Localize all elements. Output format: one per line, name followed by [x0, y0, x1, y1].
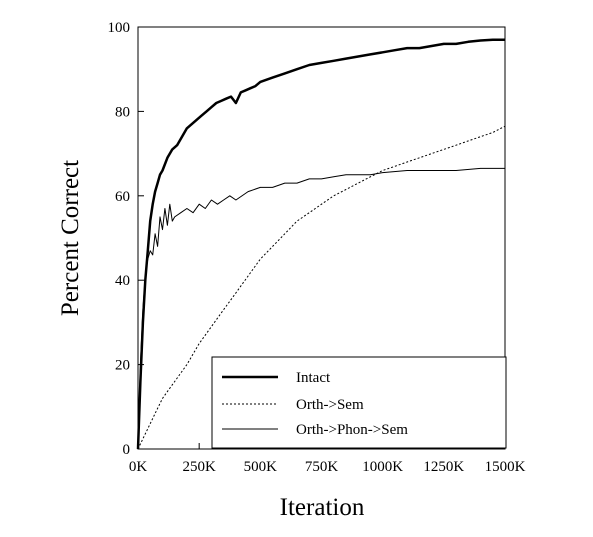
x-tick-label: 1500K: [485, 459, 526, 475]
legend-label-orth-phon-sem: Orth->Phon->Sem: [296, 422, 408, 438]
y-axis-title: Percent Correct: [57, 160, 84, 316]
x-tick-label: 250K: [182, 459, 216, 475]
y-tick-label: 0: [123, 442, 131, 458]
x-tick-label: 750K: [305, 459, 339, 475]
legend-label-intact: Intact: [296, 370, 331, 386]
x-axis-title: Iteration: [280, 494, 365, 521]
legend-box: [211, 356, 507, 449]
plot-frame: [137, 26, 506, 450]
y-tick-label: 20: [115, 358, 130, 374]
x-tick-label: 1250K: [423, 459, 464, 475]
legend-label-orth-sem: Orth->Sem: [296, 397, 364, 413]
y-tick-label: 40: [115, 273, 130, 289]
y-tick-label: 60: [115, 189, 130, 205]
series-layer: [136, 38, 506, 450]
x-tick-label: 500K: [244, 459, 278, 475]
legend: Intact Orth->Sem Orth->Phon->Sem: [211, 356, 507, 449]
series-line-intact: [136, 38, 505, 450]
x-axis-ticks: 0K 250K 500K 750K 1000K 1250K 1500K: [129, 443, 526, 475]
series-line-orth-phon-sem: [137, 167, 505, 450]
y-tick-label: 100: [108, 20, 131, 36]
x-tick-label: 0K: [129, 459, 148, 475]
y-axis-ticks: 0 20 40 60 80 100: [108, 20, 144, 458]
y-tick-label: 80: [115, 104, 130, 120]
series-line-orth-sem: [137, 125, 506, 450]
x-tick-label: 1000K: [362, 459, 403, 475]
